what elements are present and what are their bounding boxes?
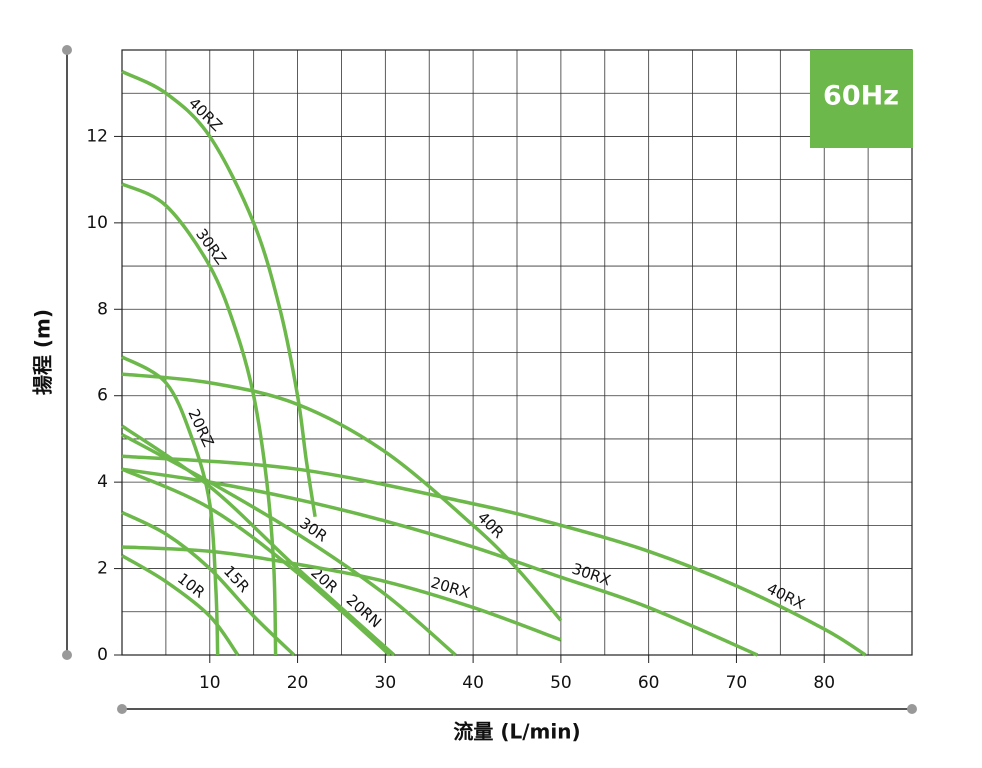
curve: [121, 510, 296, 657]
x-tick-label: 70: [726, 673, 748, 693]
curve: [121, 545, 562, 642]
y-tick-label: 6: [97, 386, 108, 406]
x-tick-label: 20: [287, 673, 309, 693]
x-tick-label: 30: [375, 673, 397, 693]
annotation-box: [810, 50, 913, 148]
curve: [121, 424, 396, 657]
curve-label: 30RX: [570, 559, 613, 589]
curve: [121, 70, 317, 517]
y-tick-label: 10: [86, 213, 108, 233]
annotation: 60Hz: [823, 81, 899, 112]
x-tick-label: 10: [199, 673, 221, 693]
x-tick-label: 60: [638, 673, 660, 693]
curve: [121, 554, 240, 657]
axis-dot: [62, 45, 72, 55]
curve-label: 20RX: [429, 573, 472, 602]
y-tick-label: 12: [86, 126, 108, 146]
x-tick-label: 50: [550, 673, 572, 693]
curve-label: 30R: [296, 514, 331, 546]
curve-label: 15R: [220, 562, 253, 596]
y-tick-label: 2: [97, 559, 108, 579]
y-tick-label: 0: [97, 645, 108, 665]
axis-dot: [117, 704, 127, 714]
y-tick-label: 8: [97, 299, 108, 319]
curve: [121, 467, 759, 657]
y-tick-label: 4: [97, 472, 108, 492]
curve: [121, 182, 278, 656]
y-axis-label: 揚程 (m): [31, 309, 55, 395]
curve: [121, 467, 391, 657]
curve-label: 40R: [474, 508, 508, 542]
plot-frame: [121, 49, 913, 656]
curve: [121, 433, 457, 657]
x-tick-label: 40: [462, 673, 484, 693]
curve-label: 20RN: [343, 591, 385, 632]
curve: [121, 372, 563, 622]
x-tick-label: 80: [813, 673, 835, 693]
axis-dot: [62, 650, 72, 660]
curve: [121, 454, 867, 657]
axis-dot: [907, 704, 917, 714]
x-axis-label: 流量 (L/min): [453, 720, 580, 744]
curve-label: 10R: [174, 569, 208, 601]
